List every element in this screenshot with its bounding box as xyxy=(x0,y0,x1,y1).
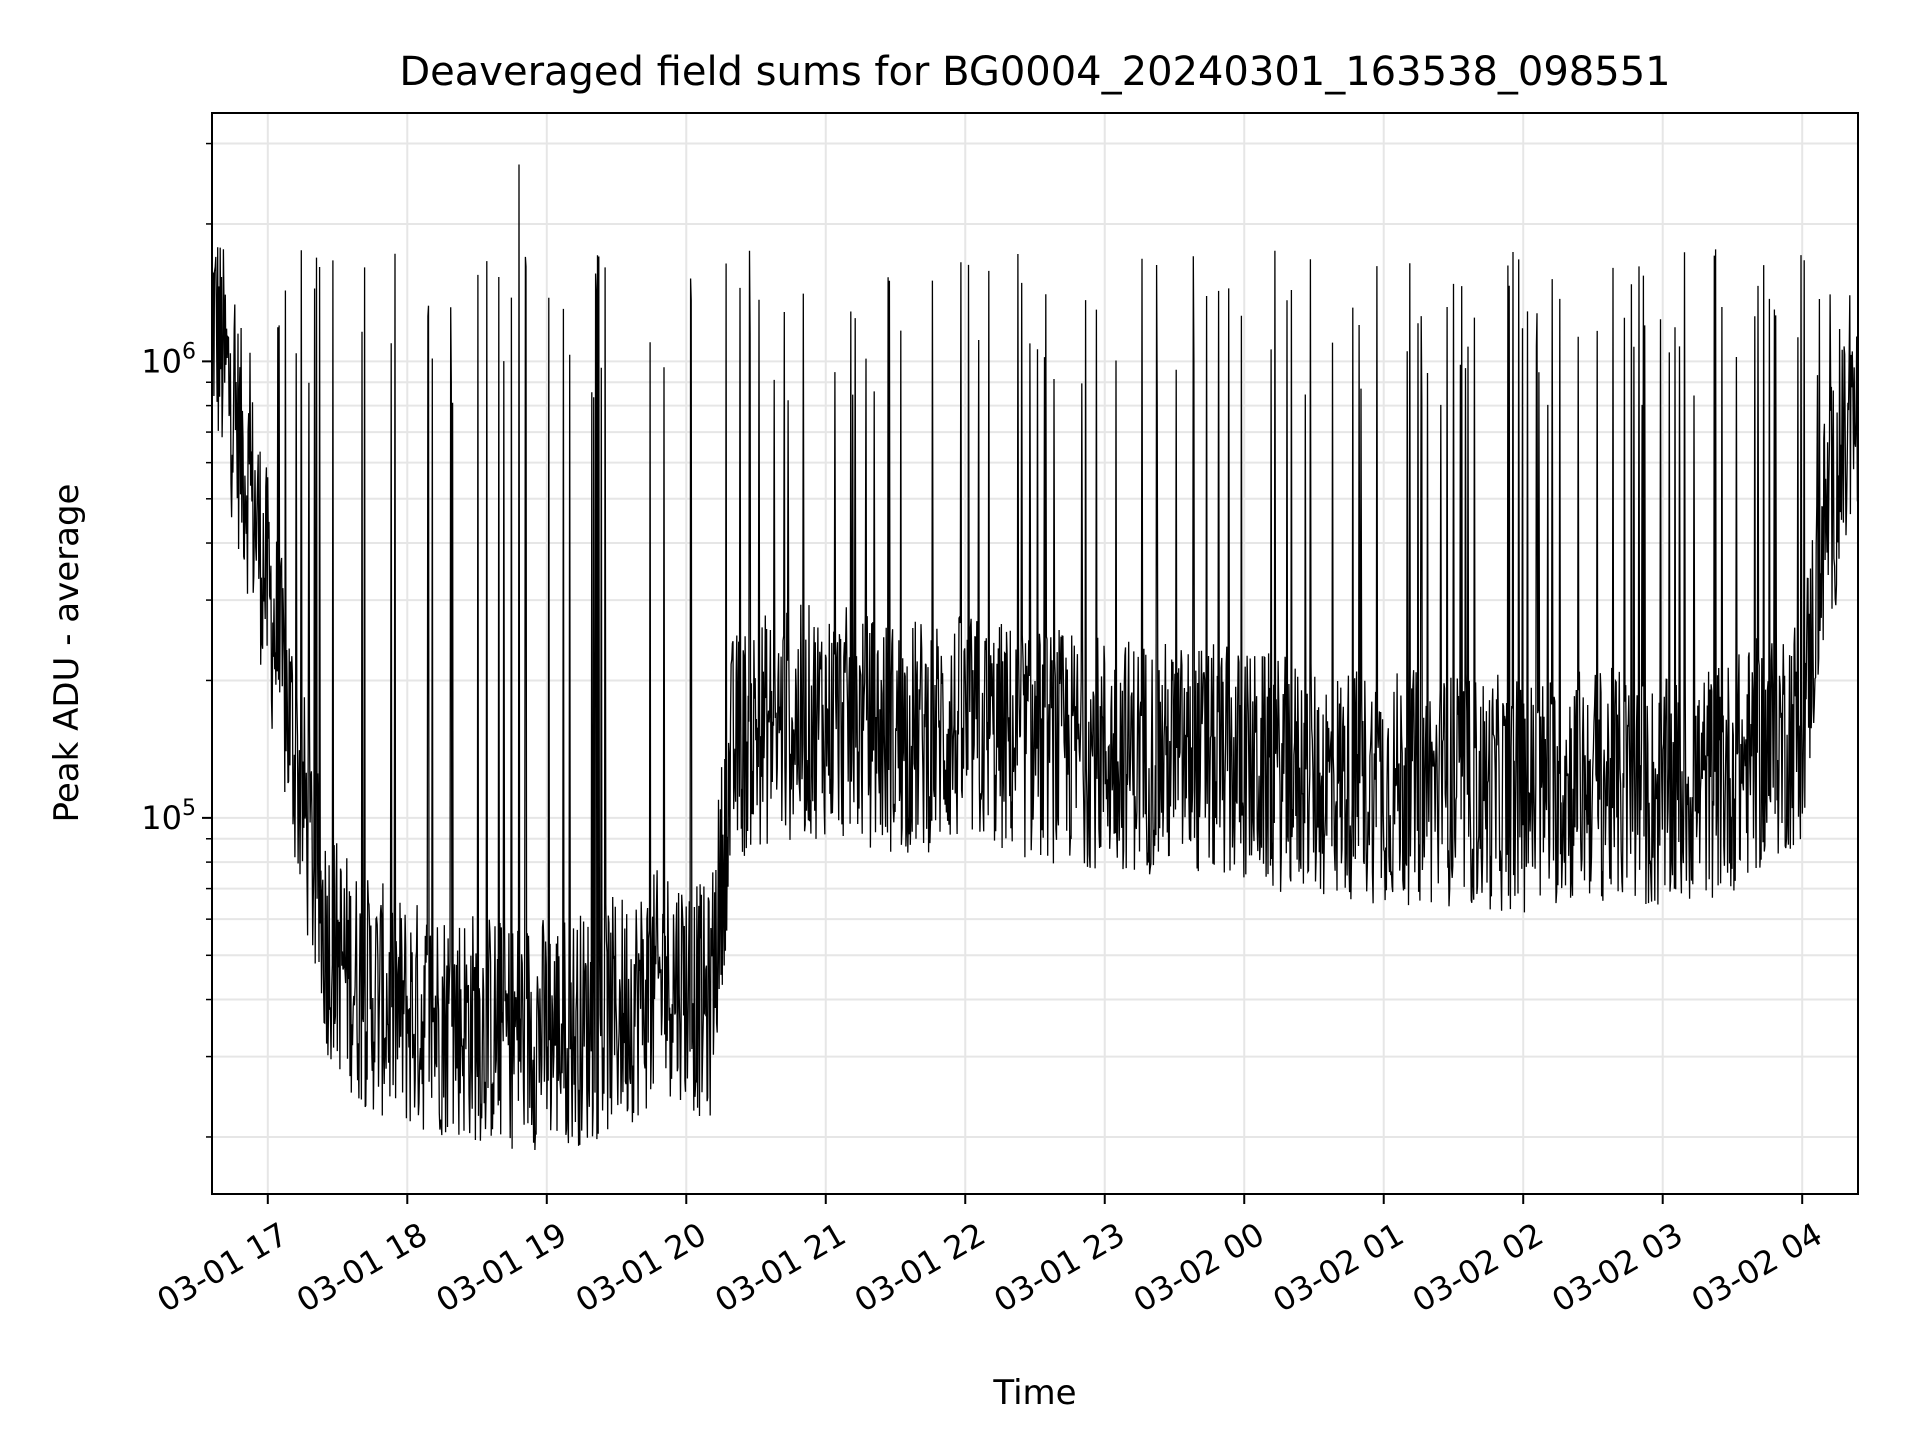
x-tick-label: 03-02 04 xyxy=(1685,1215,1829,1320)
series-line xyxy=(211,164,1859,1151)
chart-title: Deaveraged field sums for BG0004_2024030… xyxy=(399,49,1670,95)
x-tick-label: 03-01 20 xyxy=(569,1215,713,1320)
x-axis-label: Time xyxy=(992,1373,1076,1413)
x-tick-label: 03-02 00 xyxy=(1127,1215,1271,1320)
x-tick-label: 03-01 18 xyxy=(290,1215,434,1320)
x-tick-label: 03-01 22 xyxy=(848,1215,992,1320)
y-tick-label: 105 xyxy=(141,796,196,837)
x-tick-label: 03-01 21 xyxy=(709,1215,853,1320)
plot-frame xyxy=(211,112,1859,1195)
series-group xyxy=(211,164,1859,1151)
y-axis-label: Peak ADU - average xyxy=(47,484,87,823)
y-tick-label: 106 xyxy=(141,339,196,380)
x-tick-label: 03-02 01 xyxy=(1267,1215,1411,1320)
x-tick-label: 03-02 02 xyxy=(1406,1215,1550,1320)
grid-lines xyxy=(212,113,1858,1194)
x-tick-label: 03-01 17 xyxy=(151,1215,295,1320)
y-axis: 105 106 xyxy=(141,142,212,1138)
x-tick-label: 03-02 03 xyxy=(1546,1215,1690,1320)
x-tick-label: 03-01 23 xyxy=(988,1215,1132,1320)
x-tick-label: 03-01 19 xyxy=(430,1215,574,1320)
